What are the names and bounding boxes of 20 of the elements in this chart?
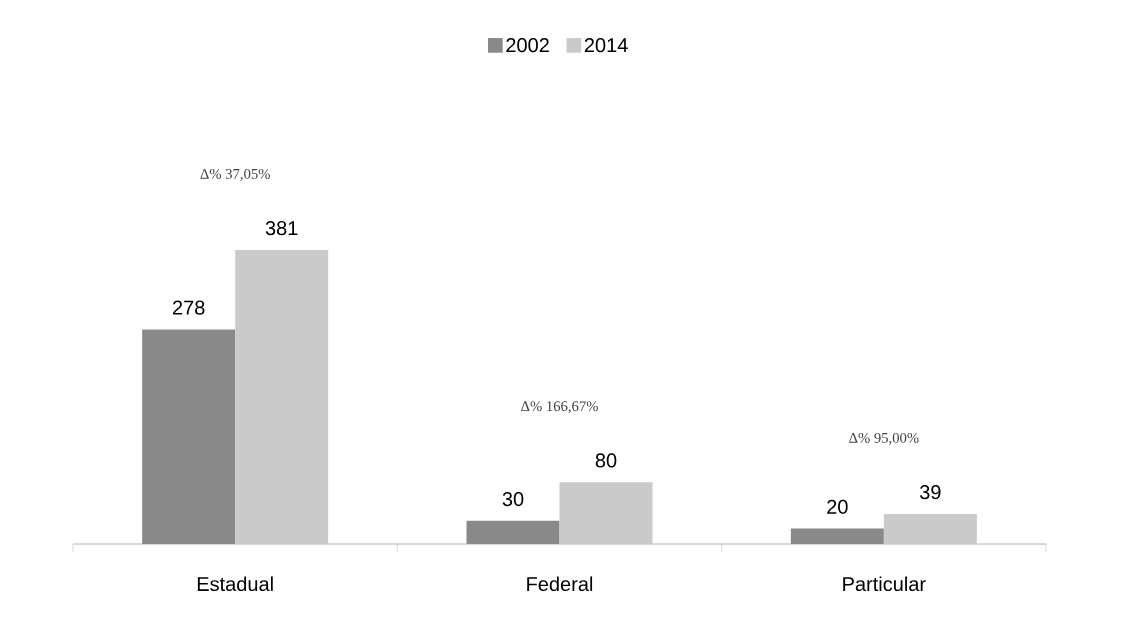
annotation: Δ% 95,00% xyxy=(849,432,919,445)
text: Δ% 37,05% xyxy=(200,168,270,181)
legend-label: 2014 xyxy=(584,38,628,53)
data-label: 20 xyxy=(827,499,848,514)
data-label: 381 xyxy=(265,221,298,236)
bar xyxy=(883,513,977,544)
bar xyxy=(235,249,329,544)
bar xyxy=(466,520,560,544)
legend-label: 2002 xyxy=(506,38,549,53)
x-tick-label: Federal xyxy=(527,576,593,592)
data-label: 30 xyxy=(502,491,524,507)
bar xyxy=(559,482,653,544)
bar xyxy=(790,528,884,544)
x-tick-label: Estadual xyxy=(197,576,273,592)
x-tick-label: Particular xyxy=(843,576,926,592)
bar xyxy=(142,329,236,544)
data-label: 278 xyxy=(172,300,205,315)
data-label: 80 xyxy=(595,453,617,468)
data-label: 39 xyxy=(919,485,941,500)
annotation: Δ% 166,67% xyxy=(521,401,598,414)
